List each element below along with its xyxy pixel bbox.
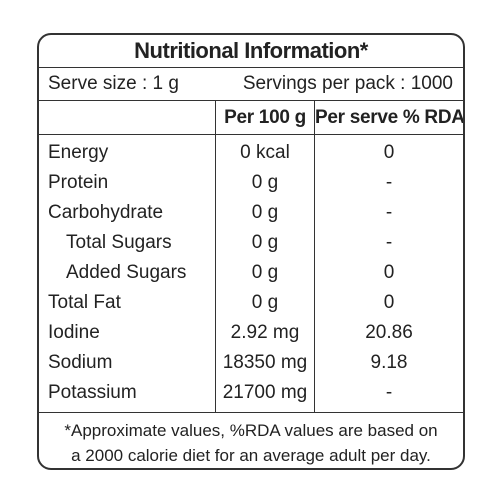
nutrient: Added Sugars [66, 262, 187, 283]
footnote: *Approximate values, %RDA values are bas… [39, 412, 463, 468]
title: Nutritional Information* [39, 35, 463, 68]
nutrient: Carbohydrate [48, 202, 164, 223]
per-100g: 2.92 mg [215, 318, 315, 348]
footnote-line: *Approximate values, %RDA values are bas… [64, 421, 438, 440]
nutrient: Total Fat [48, 292, 121, 313]
row: Iodine 2.92 mg 20.86 [39, 318, 463, 348]
rda: - [314, 378, 463, 412]
row: Potassium 21700 mg - [39, 378, 463, 412]
nutrient: Sodium [48, 352, 113, 373]
nutrition-table: Per 100 g Per serve % RDA Energy 0 kcal 0 … [39, 101, 463, 412]
rda: - [314, 168, 463, 198]
rda: 0 [314, 288, 463, 318]
serve-row: Serve size : 1 g Servings per pack : 100… [39, 68, 463, 101]
row: Protein 0 g- [39, 168, 463, 198]
rda: 20.86 [314, 318, 463, 348]
nutrient: Total Sugars [66, 232, 172, 253]
rda: - [314, 228, 463, 258]
rda: - [314, 198, 463, 228]
per-100g: 0 kcal [215, 134, 315, 168]
rda: 0 [314, 258, 463, 288]
header-cell: Per 100 g [215, 101, 315, 135]
nutrition-panel: Nutritional Information* Serve size : 1 … [37, 33, 465, 470]
row: Total Sugars 0 g- [39, 228, 463, 258]
per-100g: 0 g [215, 168, 315, 198]
footnote-line: a 2000 calorie diet for an average adult… [71, 446, 431, 465]
per-100g: 0 g [215, 258, 315, 288]
row: Energy 0 kcal 0 [39, 134, 463, 168]
row: Carbohydrate 0 g- [39, 198, 463, 228]
header-row: Per 100 g Per serve % RDA [39, 101, 463, 135]
header-cell [39, 101, 216, 135]
serve-size: Serve size : 1 g [48, 73, 179, 94]
nutrient: Iodine [48, 322, 100, 343]
per-100g: 21700 mg [215, 378, 315, 412]
per-100g: 18350 mg [215, 348, 315, 378]
per-100g: 0 g [215, 288, 315, 318]
per-100g: 0 g [215, 228, 315, 258]
nutrient: Protein [48, 172, 109, 193]
nutrient: Potassium [48, 382, 137, 403]
rda: 9.18 [314, 348, 463, 378]
nutrient: Energy [48, 142, 109, 163]
servings-per-pack: Servings per pack : 1000 [242, 73, 453, 94]
row: Sodium 18350 mg 9.18 [39, 348, 463, 378]
per-100g: 0 g [215, 198, 315, 228]
rda: 0 [314, 134, 463, 168]
header-cell: Per serve % RDA [314, 101, 463, 135]
